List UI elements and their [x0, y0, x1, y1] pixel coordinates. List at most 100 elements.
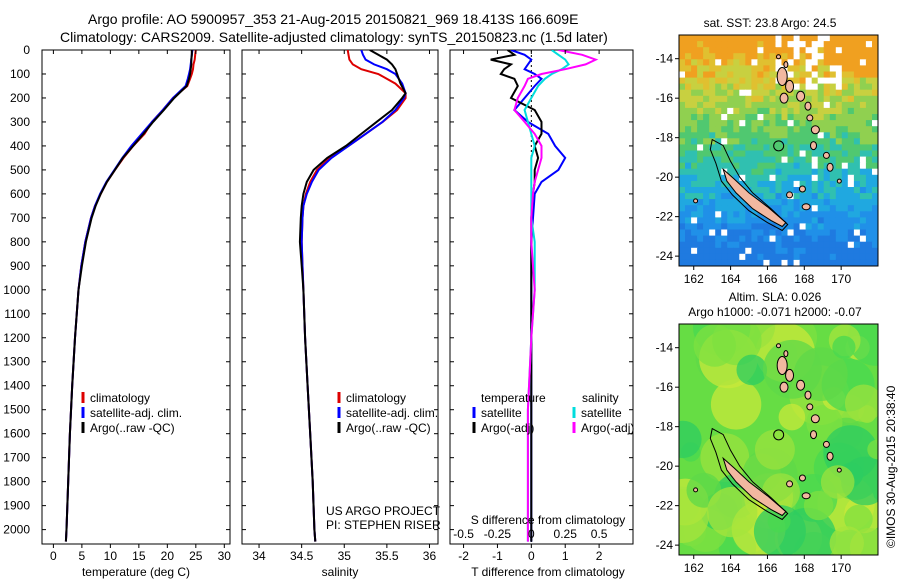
sst-cell — [763, 120, 770, 127]
sst-cell — [715, 205, 722, 212]
sst-cell — [872, 59, 878, 66]
sst-cell — [805, 211, 813, 218]
sst-cell — [829, 168, 837, 176]
sst-cell — [823, 211, 831, 218]
sst-cell — [872, 71, 878, 79]
sst-cell — [763, 187, 770, 194]
sst-cell — [751, 77, 758, 85]
sst-cell — [769, 150, 777, 158]
sst-map-frame — [678, 34, 879, 267]
sst-cell — [703, 259, 710, 266]
sst-cell — [739, 180, 746, 188]
salinity-plot-frame — [241, 49, 439, 545]
sst-cell — [805, 241, 813, 249]
sst-cell — [859, 95, 867, 103]
island — [810, 414, 820, 424]
sst-cell — [847, 114, 855, 121]
temperature-x-label: temperature (deg C) — [82, 565, 190, 579]
sst-cell — [679, 205, 686, 212]
island — [671, 155, 675, 159]
sst-cell — [829, 65, 837, 73]
series-line-satellite-adj-clim- — [64, 50, 194, 542]
sst-cell — [847, 168, 855, 176]
sst-cell — [775, 235, 783, 243]
sst-cell — [721, 83, 728, 91]
sst-cell — [685, 223, 692, 231]
sst-cell — [817, 41, 825, 48]
sst-cell — [872, 144, 878, 152]
sst-cell — [799, 223, 807, 231]
sst-cell — [709, 35, 716, 42]
sst-cell — [835, 193, 843, 200]
sst-cell — [823, 132, 831, 139]
top-tick-label: 0.5 — [591, 527, 608, 541]
sst-cell — [829, 193, 837, 200]
sst-cell — [853, 199, 861, 206]
island — [836, 467, 842, 473]
sst-cell — [703, 71, 710, 79]
sst-cell — [781, 168, 789, 176]
sst-cell — [853, 259, 861, 266]
sst-cell — [823, 168, 831, 176]
sst-cell — [703, 59, 710, 66]
sst-cell — [721, 59, 728, 66]
sst-cell — [793, 187, 801, 194]
sst-cell — [872, 241, 878, 249]
sst-cell — [733, 77, 740, 85]
sst-cell — [823, 138, 831, 145]
sst-cell — [841, 253, 849, 261]
sst-cell — [679, 47, 686, 54]
sst-cell — [775, 114, 783, 121]
sst-cell — [817, 83, 825, 91]
sst-cell — [763, 89, 770, 97]
sla-blob — [867, 439, 878, 460]
sst-cell — [872, 247, 878, 255]
sst-cell — [721, 253, 728, 261]
depth-tick-label: 900 — [10, 259, 30, 273]
sst-cell — [781, 174, 789, 182]
sst-cell — [763, 71, 770, 79]
x-tick-label: 35 — [338, 549, 352, 563]
sst-cell — [823, 253, 831, 261]
sst-cell — [697, 168, 704, 176]
sst-cell — [793, 162, 801, 170]
sst-cell — [703, 132, 710, 139]
sst-cell — [745, 211, 752, 218]
sst-cell — [691, 211, 698, 218]
sst-cell — [805, 217, 813, 225]
sla-blob — [707, 486, 758, 538]
sst-cell — [799, 199, 807, 206]
sst-cell — [697, 101, 704, 109]
sst-cell — [823, 47, 831, 54]
sla-blob — [763, 339, 822, 399]
map-y-tick-label: -22 — [656, 210, 674, 224]
sst-cell — [739, 150, 746, 158]
sst-cell — [739, 223, 746, 231]
sst-cell — [853, 162, 861, 170]
sst-cell — [817, 120, 825, 127]
sst-cell — [847, 199, 855, 206]
sst-cell — [835, 126, 843, 133]
sst-cell — [709, 247, 716, 255]
sst-cell — [823, 107, 831, 115]
sst-cell — [679, 59, 686, 66]
sst-cell — [775, 120, 783, 127]
sst-cell — [793, 150, 801, 158]
sst-cell — [691, 205, 698, 212]
sst-cell — [811, 205, 819, 212]
sst-cell — [709, 187, 716, 194]
sst-cell — [829, 180, 837, 188]
sst-cell — [709, 229, 716, 237]
sst-cell — [763, 77, 770, 85]
sst-cell — [733, 199, 740, 206]
sst-cell — [805, 65, 813, 73]
sst-cell — [793, 120, 801, 127]
sst-cell — [769, 53, 777, 60]
sst-cell — [793, 211, 801, 218]
sst-cell — [763, 144, 770, 152]
sst-cell — [739, 144, 746, 152]
sst-cell — [793, 235, 801, 243]
map-y-tick-label: -16 — [656, 380, 674, 394]
sst-cell — [685, 83, 692, 91]
sst-cell — [769, 71, 777, 79]
